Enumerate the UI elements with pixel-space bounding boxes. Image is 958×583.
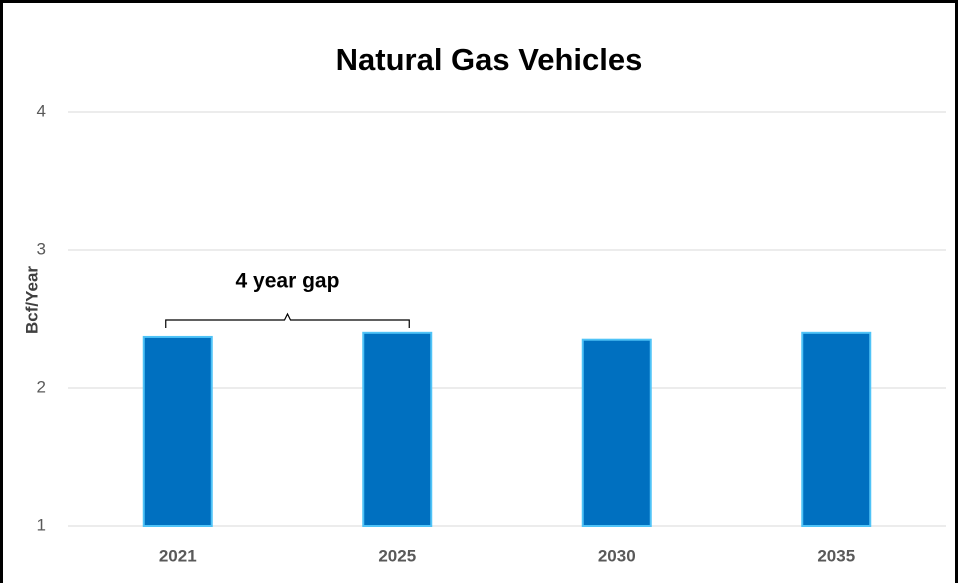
annotation-brace <box>165 312 410 328</box>
bar <box>801 331 872 527</box>
x-tick-label: 2030 <box>598 546 636 565</box>
x-tick-label: 2035 <box>817 546 855 565</box>
x-tick-label: 2021 <box>159 546 197 565</box>
bar <box>581 338 652 528</box>
y-tick-label: 4 <box>37 101 46 120</box>
y-axis-label: Bcf/Year <box>22 266 41 334</box>
bar <box>142 335 213 527</box>
y-tick-label: 3 <box>37 239 46 258</box>
bar <box>362 331 433 527</box>
y-tick-label: 1 <box>37 515 46 534</box>
x-tick-label: 2025 <box>378 546 416 565</box>
annotation: 4 year gap <box>236 270 340 293</box>
y-tick-label: 2 <box>37 377 46 396</box>
chart-title: Natural Gas Vehicles <box>336 42 643 77</box>
